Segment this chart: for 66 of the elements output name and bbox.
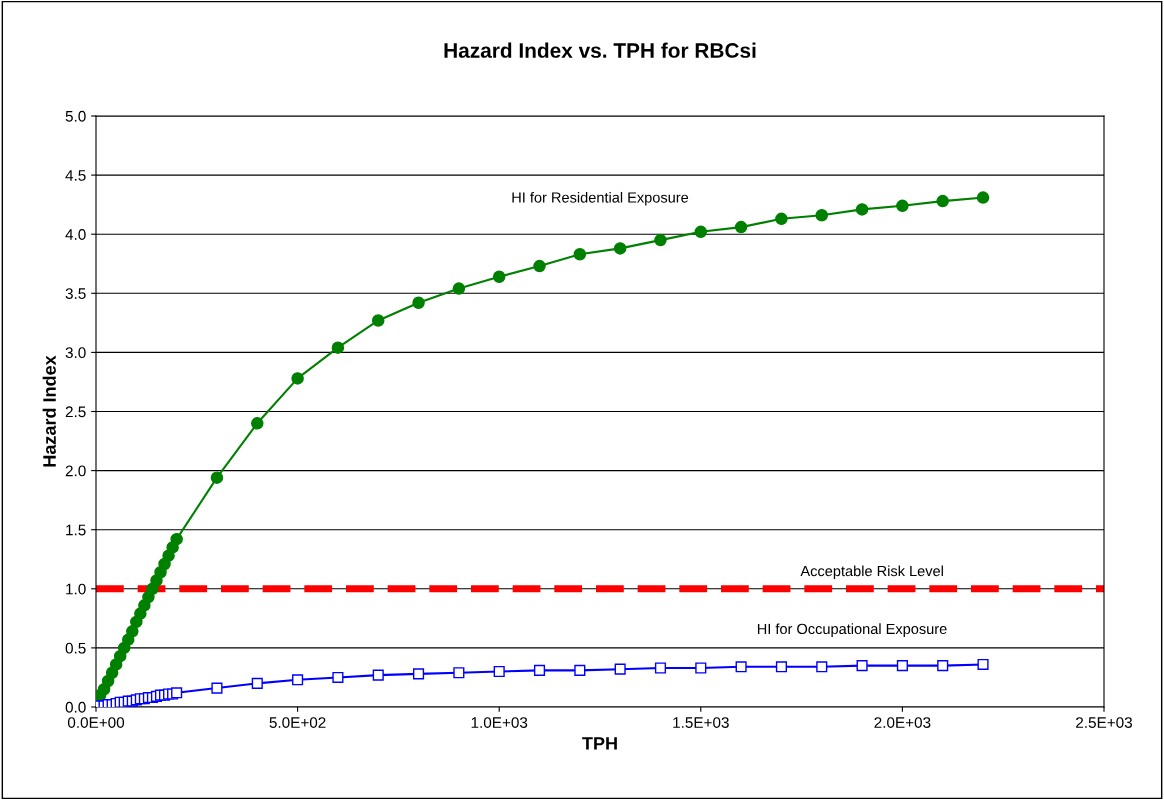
point: [614, 663, 626, 675]
point: [896, 199, 909, 213]
series-label: HI for Occupational Exposure: [757, 623, 947, 637]
x-tick-label: 1.5E+03: [673, 717, 729, 728]
point: [453, 667, 465, 679]
y-tick-label: 2.5: [65, 406, 86, 418]
point: [533, 664, 546, 676]
point: [332, 671, 344, 684]
y-tick-label: 1.0: [66, 583, 86, 595]
point: [775, 212, 788, 226]
point: [533, 259, 546, 273]
y-tick-label: 4.5: [65, 170, 86, 181]
y-tick-label: 2.0: [65, 465, 86, 477]
point: [977, 658, 989, 671]
y-tick-label: 1.5: [66, 524, 86, 536]
point: [371, 314, 385, 327]
y-tick-label: 5.0: [65, 110, 86, 122]
point: [937, 660, 949, 672]
y-tick-label: 3.0: [65, 347, 86, 359]
y-axis-title: Hazard Index: [42, 355, 56, 467]
point: [936, 194, 949, 208]
point: [816, 661, 828, 673]
point: [734, 220, 748, 234]
point: [613, 242, 627, 255]
series-label: HI for Residential Exposure: [512, 191, 689, 206]
point: [654, 233, 667, 247]
point: [211, 682, 223, 694]
point: [210, 471, 224, 484]
point: [331, 341, 345, 354]
x-tick-label: 2.0E+03: [874, 717, 931, 728]
chart-title: Hazard Index vs. TPH for RBCsi: [444, 42, 756, 58]
point: [372, 669, 384, 681]
point: [291, 372, 304, 385]
x-tick-label: 2.5E+03: [1076, 717, 1132, 728]
point: [654, 662, 667, 674]
point: [856, 660, 868, 672]
point: [292, 674, 304, 686]
point: [126, 625, 139, 638]
point: [452, 282, 466, 295]
point: [412, 296, 425, 310]
y-tick-label: 3.5: [65, 288, 86, 299]
x-tick-label: 0.0E+00: [67, 717, 125, 728]
x-tick-label: 1.0E+03: [471, 717, 528, 728]
y-tick-label: 4.0: [65, 229, 86, 240]
point: [976, 191, 990, 204]
point: [896, 660, 908, 672]
point: [251, 417, 264, 430]
x-axis-title: TPH: [582, 737, 617, 750]
point: [735, 661, 747, 673]
point: [694, 225, 708, 239]
x-tick-label: 5.0E+02: [269, 717, 326, 728]
point: [815, 209, 829, 222]
y-tick-label: 0.5: [65, 642, 86, 654]
point: [170, 532, 183, 546]
point: [855, 203, 869, 216]
ref-line-label: Acceptable Risk Level: [800, 565, 943, 580]
point: [413, 668, 425, 680]
point: [775, 661, 787, 673]
point: [573, 248, 587, 261]
point: [493, 665, 505, 678]
y-tick-label: 0.0: [65, 701, 86, 713]
point: [171, 687, 183, 699]
point: [251, 677, 263, 689]
point: [574, 664, 586, 676]
point: [492, 270, 506, 284]
point: [695, 662, 707, 674]
